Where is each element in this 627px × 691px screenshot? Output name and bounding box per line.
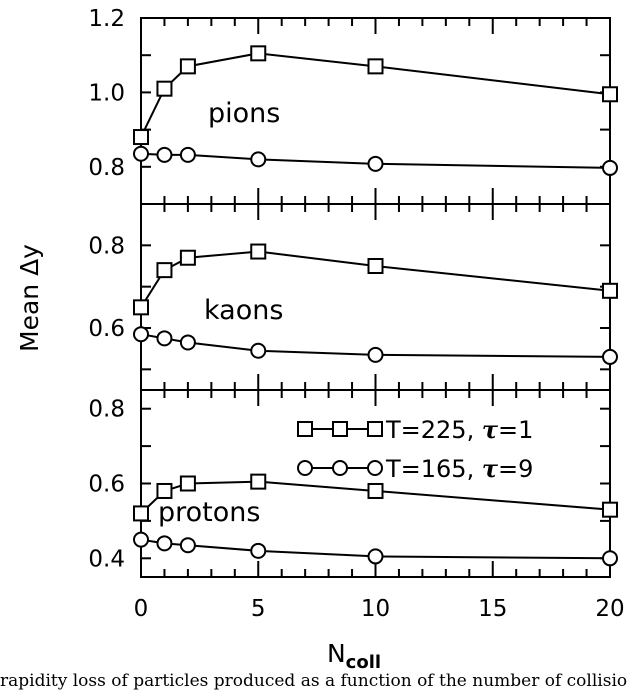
data-point-circle-protons: [602, 550, 618, 567]
x-tick-label: 10: [361, 596, 390, 622]
data-point-circle-kaons: [179, 334, 196, 351]
data-point-circle-pions: [250, 151, 267, 168]
panel-label-kaons: kaons: [204, 295, 283, 326]
data-point-square-kaons: [179, 249, 196, 266]
data-point-square-protons: [179, 475, 196, 492]
data-point-square-protons: [367, 482, 384, 499]
panel-label-protons: protons: [158, 497, 260, 528]
legend-marker-square: [297, 421, 313, 437]
y-tick-label-pions: 1.0: [88, 80, 125, 106]
y-tick-label-kaons: 0.8: [88, 233, 125, 259]
y-tick-label-protons: 0.8: [88, 397, 125, 423]
x-axis-title: Ncoll: [327, 639, 381, 672]
data-point-circle-pions: [156, 146, 173, 163]
y-tick-label-protons: 0.6: [88, 472, 125, 498]
x-tick-label: 0: [134, 596, 149, 622]
chart: 0.8 1.0 1.2 pions 0.6 0.8 kaons 0.4 0.6 0.8 proton…: [15, 6, 625, 672]
data-point-circle-pions: [179, 146, 196, 163]
data-point-square-pions: [133, 129, 149, 146]
x-tick-label: 5: [251, 596, 266, 622]
data-point-square-kaons: [602, 282, 618, 299]
legend-marker-square: [367, 421, 383, 437]
panel-label-pions: pions: [208, 98, 280, 129]
data-point-square-kaons: [250, 243, 267, 260]
data-point-square-kaons: [133, 299, 149, 316]
data-point-circle-protons: [179, 537, 196, 554]
data-point-circle-pions: [602, 159, 618, 176]
series-line-pions-square: [140, 52, 611, 138]
data-point-square-kaons: [156, 262, 173, 279]
data-point-circle-protons: [250, 542, 267, 559]
legend-label: T=225, τ=1: [385, 415, 533, 444]
y-tick-label-kaons: 0.6: [88, 316, 125, 342]
data-point-circle-kaons: [133, 326, 149, 343]
y-tick-label-pions: 1.2: [88, 6, 125, 32]
y-axis-title: Mean Δy: [15, 244, 44, 352]
x-tick-label: 15: [478, 596, 507, 622]
legend-marker-square: [332, 421, 348, 437]
data-point-square-protons: [602, 501, 618, 518]
data-point-circle-protons: [156, 535, 173, 552]
legend-marker-circle: [297, 460, 313, 476]
data-point-circle-pions: [367, 155, 384, 172]
data-point-square-pions: [156, 80, 173, 97]
data-point-square-kaons: [367, 258, 384, 274]
legend-marker-circle: [367, 460, 383, 476]
data-point-square-protons: [156, 482, 173, 499]
data-point-square-pions: [179, 58, 196, 75]
figure-caption: rapidity loss of particles produced as a…: [0, 671, 627, 691]
y-tick-label-protons: 0.4: [88, 546, 125, 572]
data-point-square-pions: [367, 58, 384, 75]
legend-marker-circle: [332, 460, 348, 476]
data-point-circle-protons: [367, 548, 384, 565]
data-point-circle-kaons: [602, 348, 618, 365]
legend-label: T=165, τ=9: [385, 454, 533, 483]
data-point-circle-kaons: [156, 330, 173, 347]
data-point-square-protons: [250, 473, 267, 490]
data-point-square-pions: [602, 86, 618, 103]
y-tick-label-pions: 0.8: [88, 155, 125, 181]
data-point-square-pions: [250, 45, 267, 62]
data-point-circle-pions: [133, 145, 149, 162]
data-point-circle-kaons: [250, 342, 267, 359]
data-point-circle-kaons: [367, 346, 384, 363]
x-tick-label: 20: [595, 596, 624, 622]
data-point-circle-protons: [133, 531, 149, 548]
data-point-square-protons: [133, 505, 149, 522]
